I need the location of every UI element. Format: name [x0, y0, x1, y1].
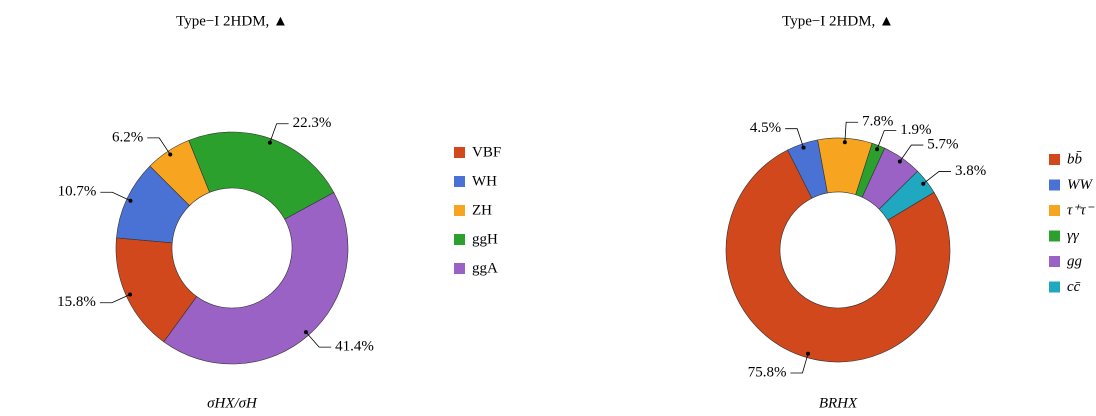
leader-line	[923, 171, 952, 185]
legend-swatch	[1049, 205, 1060, 216]
legend-swatch	[1049, 179, 1060, 191]
legend-swatch	[1049, 256, 1060, 267]
leader-dot	[806, 351, 811, 356]
leader-line	[899, 144, 924, 162]
legend-label: VBF	[472, 144, 501, 160]
chart-title: Type−I 2HDM, ▲	[176, 13, 288, 29]
data-label: 6.2%	[112, 129, 143, 145]
data-label: 7.8%	[862, 114, 893, 130]
data-label: 15.8%	[57, 294, 96, 310]
leader-line	[844, 121, 859, 143]
legend-label: ZH	[472, 202, 492, 218]
legend-swatch	[454, 147, 465, 158]
legend-swatch	[1049, 154, 1060, 165]
legend-swatch	[454, 234, 465, 245]
leader-line	[305, 331, 332, 348]
data-label: 22.3%	[293, 115, 332, 131]
leader-line	[876, 130, 897, 150]
legend-label: γγ	[1067, 228, 1080, 244]
legend-label: ggA	[472, 260, 498, 276]
donut-slice	[725, 149, 951, 363]
leader-dot	[801, 145, 806, 150]
legend-label: gg	[1067, 253, 1083, 269]
leader-line	[147, 137, 171, 155]
data-label: 75.8%	[748, 364, 787, 380]
leader-dot	[267, 140, 272, 145]
legend-swatch	[454, 205, 465, 216]
leader-dot	[168, 152, 173, 157]
data-label: 5.7%	[927, 137, 958, 153]
data-label: 3.8%	[955, 163, 986, 179]
leader-dot	[897, 159, 902, 164]
leader-dot	[875, 147, 880, 152]
legend-label: cc̄	[1067, 279, 1081, 295]
legend-swatch	[454, 176, 465, 187]
legend-label: WH	[472, 173, 497, 189]
donut-slice	[163, 192, 349, 365]
leader-line	[99, 294, 131, 304]
data-label: 41.4%	[335, 339, 374, 355]
leader-dot	[128, 292, 133, 297]
legend-label: ggH	[472, 231, 498, 247]
chart-title: Type−I 2HDM, ▲	[782, 13, 894, 29]
leader-line	[100, 191, 131, 202]
donut-slice	[878, 170, 935, 221]
leader-dot	[842, 140, 847, 145]
x-axis-label: BRHX	[819, 395, 858, 411]
leader-dot	[303, 330, 308, 335]
leader-line	[785, 128, 804, 148]
legend-label: bb̄	[1067, 151, 1083, 167]
legend-swatch	[454, 263, 465, 274]
leader-dot	[128, 198, 133, 203]
legend-swatch	[1049, 281, 1060, 293]
legend-label: WW	[1067, 177, 1093, 193]
legend-swatch	[1049, 230, 1060, 242]
donut-slice	[188, 131, 335, 220]
leader-dot	[921, 181, 926, 186]
legend-label: τ⁺τ⁻	[1067, 202, 1095, 218]
data-label: 1.9%	[900, 122, 931, 138]
data-label: 10.7%	[58, 184, 97, 200]
x-axis-label: σHX/σH	[207, 395, 258, 411]
leader-line	[790, 353, 809, 374]
leader-line	[269, 123, 289, 143]
data-label: 4.5%	[750, 120, 781, 136]
